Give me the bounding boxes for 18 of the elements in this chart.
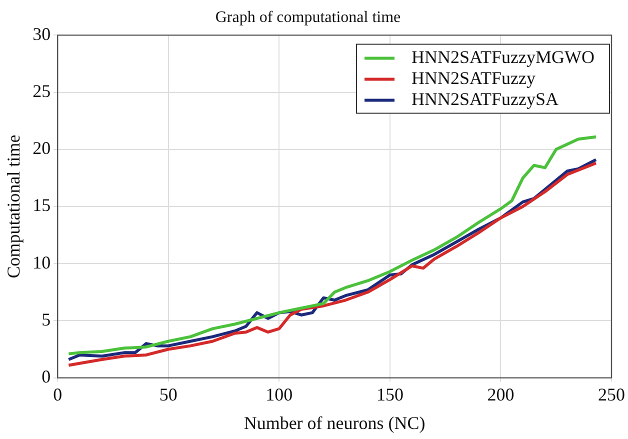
- y-tick-label: 20: [32, 138, 51, 158]
- y-tick-label: 0: [42, 366, 51, 387]
- x-tick-label: 50: [159, 384, 178, 404]
- y-axis-title: Computational time: [4, 134, 24, 278]
- x-axis-title: Number of neurons (NC): [244, 412, 426, 433]
- x-tick-label: 100: [266, 384, 293, 404]
- y-tick-label: 30: [32, 24, 51, 44]
- y-tick-label: 10: [32, 252, 51, 272]
- y-tick-label: 15: [32, 195, 51, 216]
- legend-label: HNN2SATFuzzyMGWO: [412, 46, 595, 67]
- y-tick-label: 5: [42, 309, 51, 330]
- chart-title: Graph of computational time: [215, 8, 401, 26]
- x-tick-label: 200: [487, 384, 514, 404]
- legend-label: HNN2SATFuzzy: [412, 68, 536, 88]
- x-tick-label: 150: [376, 384, 404, 404]
- x-tick-label: 250: [598, 384, 625, 404]
- legend-label: HNN2SATFuzzySA: [412, 88, 559, 109]
- y-tick-label: 25: [32, 81, 51, 102]
